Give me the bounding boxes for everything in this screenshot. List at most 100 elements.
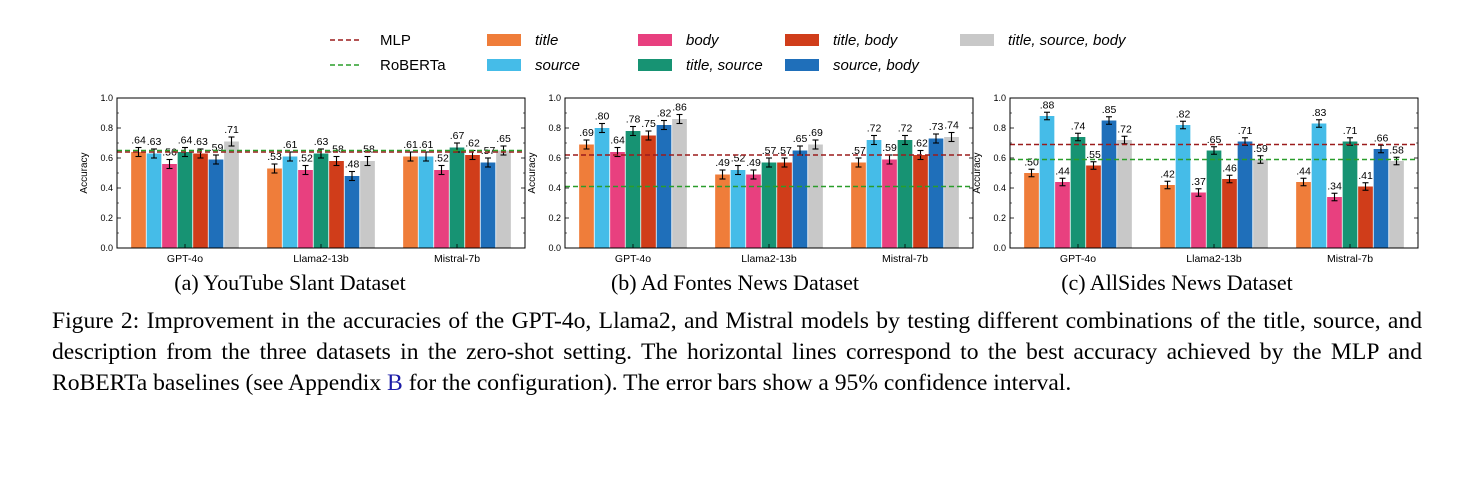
- x-tick-label: Llama2-13b: [1186, 253, 1242, 265]
- legend-label-source-body: source, body: [833, 57, 920, 74]
- bar: [1222, 179, 1237, 248]
- plot-area: 0.00.20.40.60.81.0Accuracy.64.63.56.64.6…: [79, 93, 526, 265]
- bar: [418, 156, 434, 248]
- bar: [777, 162, 792, 248]
- data-label: .69: [579, 127, 594, 139]
- legend-label-title-source-body: title, source, body: [1008, 32, 1127, 49]
- data-label: .59: [1253, 143, 1268, 155]
- x-tick-label: Mistral-7b: [434, 253, 480, 265]
- data-label: .37: [1191, 176, 1206, 188]
- chart-panel-ad-fontes: 0.0 0.2 0.4 0.6 0.8 1.0 Accuracy .69.80.64.78.7…: [508, 88, 978, 303]
- data-label: .64: [178, 135, 193, 147]
- x-tick-label: GPT-4o: [1060, 253, 1096, 265]
- bar: [928, 138, 944, 248]
- y-tick-label: 0.4: [100, 183, 113, 193]
- data-label: .72: [1117, 123, 1132, 135]
- y-tick-label: 0.6: [100, 153, 113, 163]
- bar: [746, 174, 761, 248]
- bar: [1070, 137, 1086, 248]
- data-label: .74: [944, 120, 959, 132]
- subcaption-a: (a) YouTube Slant Dataset: [174, 270, 406, 295]
- legend-swatch-title: [487, 34, 521, 46]
- data-label: .48: [345, 159, 360, 171]
- bar: [131, 152, 146, 248]
- y-tick-label: 1.0: [100, 93, 113, 103]
- data-label: .85: [1102, 104, 1117, 116]
- bar: [344, 176, 360, 248]
- data-label: .59: [209, 142, 224, 154]
- data-label: .49: [715, 157, 730, 169]
- legend-swatch-source-body: [785, 59, 819, 71]
- bar: [897, 140, 913, 248]
- y-tick-label: 0.2: [548, 213, 561, 223]
- x-tick-label: GPT-4o: [167, 253, 203, 265]
- bar: [1086, 165, 1101, 248]
- bar: [267, 168, 282, 248]
- data-label: .34: [1327, 180, 1342, 192]
- subcaption-c: (c) AllSides News Dataset: [1061, 270, 1293, 295]
- y-axis-label: Accuracy: [972, 152, 983, 193]
- plot-area: 0.00.20.40.60.81.0Accuracy.69.80.64.78.7…: [527, 93, 974, 265]
- data-label: .61: [419, 139, 434, 151]
- y-tick-label: 1.0: [548, 93, 561, 103]
- bar: [882, 159, 897, 248]
- bar: [496, 150, 511, 248]
- data-label: .65: [793, 133, 808, 145]
- y-tick-label: 0.8: [548, 123, 561, 133]
- legend-label-source: source: [535, 57, 580, 74]
- data-label: .66: [1374, 132, 1389, 144]
- bar: [1296, 182, 1311, 248]
- appendix-link[interactable]: B: [387, 370, 403, 396]
- figure-caption: Figure 2: Improvement in the accuracies …: [52, 306, 1422, 399]
- data-label: .44: [1055, 165, 1070, 177]
- data-label: .63: [147, 136, 162, 148]
- plot-area: 0.0 0.2 0.4 0.6 0.8 1.0 Accuracy .50 .88 .44 .74 .5…: [972, 93, 1419, 265]
- y-tick-label: 0.6: [548, 153, 561, 163]
- bar: [1055, 182, 1070, 248]
- bar: [1327, 197, 1342, 248]
- data-label: .52: [298, 153, 313, 165]
- legend-label-title-source: title, source: [686, 57, 763, 74]
- bar: [625, 131, 641, 248]
- bar: [1389, 161, 1404, 248]
- x-tick-label: Llama2-13b: [741, 253, 797, 265]
- data-label: .53: [267, 151, 282, 163]
- bar: [1175, 125, 1191, 248]
- data-label: .82: [1176, 108, 1191, 120]
- y-tick-label: 1.0: [993, 93, 1006, 103]
- bar: [298, 170, 313, 248]
- y-tick-label: 0.2: [993, 213, 1006, 223]
- chart-panel-youtube-slant: 0.00.20.40.60.81.0Accuracy.64.63.56.64.6…: [60, 88, 530, 303]
- legend-label-mlp: MLP: [380, 32, 411, 49]
- chart-legend: MLP RoBERTa title source body title, source ti…: [0, 0, 1467, 90]
- data-label: .58: [1389, 144, 1404, 156]
- bar: [465, 155, 480, 248]
- data-label: .57: [762, 145, 777, 157]
- bar: [329, 161, 344, 248]
- caption-text-prefix: Figure 2: Improvement in the accuracies …: [52, 308, 1422, 396]
- data-label: .80: [595, 111, 610, 123]
- data-label: .72: [867, 123, 882, 135]
- data-label: .50: [1024, 156, 1039, 168]
- bar: [480, 162, 496, 248]
- bar: [193, 153, 208, 248]
- data-label: .71: [1238, 125, 1253, 137]
- data-label: .52: [434, 153, 449, 165]
- data-label: .58: [360, 144, 375, 156]
- plot-frame: [1009, 97, 1419, 249]
- data-label: .69: [808, 127, 823, 139]
- bar: [641, 135, 656, 248]
- bar: [1117, 140, 1132, 248]
- y-tick-label: 0.0: [100, 243, 113, 253]
- bar: [851, 162, 866, 248]
- bar: [913, 155, 928, 248]
- bar: [1311, 123, 1327, 248]
- bar: [1191, 192, 1206, 248]
- bar: [1206, 150, 1222, 248]
- data-label: .61: [283, 139, 298, 151]
- bar: [1373, 149, 1389, 248]
- data-label: .86: [672, 102, 687, 114]
- data-label: .64: [131, 135, 146, 147]
- data-label: .75: [641, 118, 656, 130]
- bar: [208, 159, 224, 248]
